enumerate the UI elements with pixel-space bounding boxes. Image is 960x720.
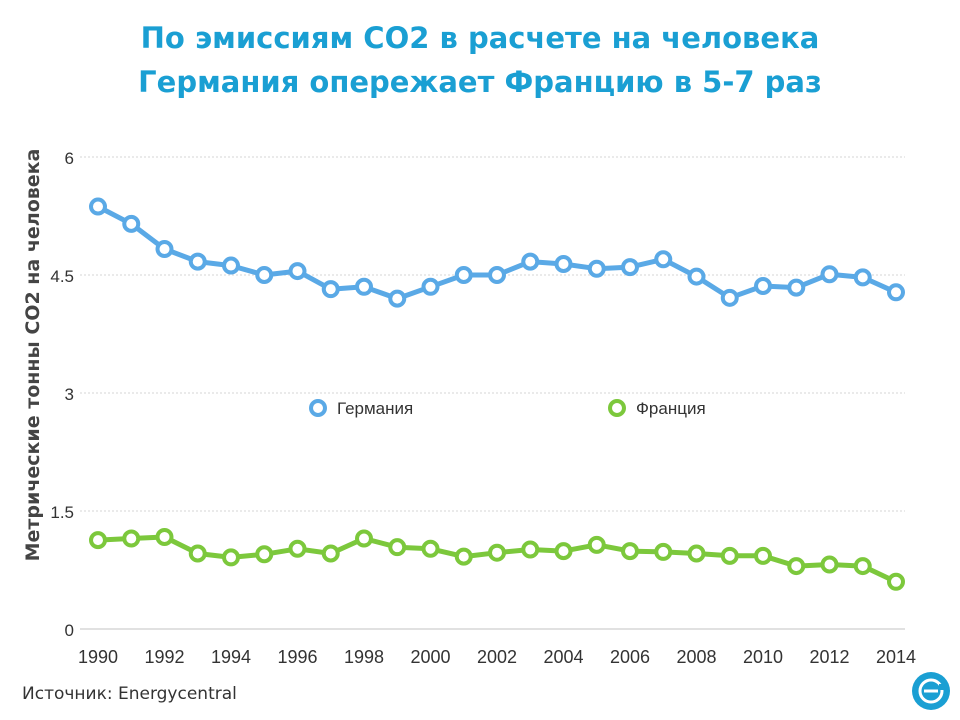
chart-title-line-2: Германия опережает Францию в 5-7 раз: [138, 65, 822, 99]
data-point: [321, 544, 340, 563]
data-point: [587, 259, 606, 278]
data-point: [488, 266, 506, 284]
data-point: [820, 555, 839, 574]
y-tick-label: 1.5: [50, 503, 74, 522]
data-point: [720, 288, 739, 307]
data-point: [554, 254, 573, 273]
y-tick-label: 4.5: [50, 267, 74, 286]
data-point: [521, 252, 540, 271]
data-point: [89, 197, 107, 216]
data-point: [754, 277, 772, 296]
data-point: [687, 267, 706, 286]
data-point: [222, 256, 240, 275]
data-point: [421, 539, 440, 558]
y-axis-label: Метрические тонны CO2 на человека: [22, 148, 44, 562]
x-tick-label: 1996: [277, 647, 317, 667]
legend-label: Германия: [337, 399, 413, 418]
x-tick-label: 2006: [610, 647, 650, 667]
data-point: [321, 280, 340, 299]
x-tick-label: 2008: [676, 647, 716, 667]
data-point: [787, 557, 806, 576]
data-point: [754, 546, 772, 565]
data-point: [255, 266, 274, 284]
data-point: [621, 258, 639, 277]
data-point: [288, 539, 307, 558]
data-point: [222, 548, 240, 567]
data-point: [887, 572, 905, 591]
data-point: [388, 538, 407, 557]
data-point: [853, 557, 872, 576]
data-point: [355, 277, 373, 296]
x-tick-label: 2014: [876, 647, 916, 667]
y-tick-label: 0: [65, 621, 74, 640]
data-point: [853, 268, 872, 287]
data-point: [255, 545, 274, 564]
legend-marker: [608, 399, 626, 417]
data-point: [687, 544, 706, 563]
data-point: [454, 266, 473, 284]
x-tick-label: 2000: [410, 647, 450, 667]
data-point: [720, 546, 739, 565]
data-point: [421, 277, 440, 296]
y-tick-label: 3: [65, 385, 74, 404]
data-point: [488, 543, 506, 562]
legend-marker: [309, 399, 327, 417]
x-tick-label: 1998: [344, 647, 384, 667]
legend-label: Франция: [636, 399, 706, 418]
x-tick-label: 2012: [809, 647, 849, 667]
series-line-1: [95, 204, 899, 302]
x-tick-label: 2010: [743, 647, 783, 667]
data-point: [621, 542, 639, 561]
data-point: [288, 262, 307, 281]
data-point: [820, 265, 839, 284]
data-point: [454, 547, 473, 566]
chart-title-line-1: По эмиссиям CO2 в расчете на человека: [140, 21, 820, 55]
x-tick-label: 1992: [144, 647, 184, 667]
x-tick-label: 2002: [477, 647, 517, 667]
data-point: [587, 535, 606, 554]
x-tick-label: 1990: [78, 647, 118, 667]
data-point: [521, 540, 540, 559]
source-note: Источник: Energycentral: [22, 684, 237, 704]
data-point: [654, 542, 673, 561]
data-point: [188, 544, 207, 563]
data-point: [654, 250, 673, 269]
data-point: [887, 283, 905, 302]
data-point: [155, 240, 174, 259]
data-point: [155, 527, 174, 546]
data-point: [188, 252, 207, 271]
x-tick-label: 2004: [543, 647, 583, 667]
chart-title: По эмиссиям CO2 в расчете на человека Ге…: [0, 16, 960, 104]
x-tick-label: 1994: [211, 647, 251, 667]
data-point: [122, 529, 141, 548]
energy-logo-icon: [912, 672, 950, 710]
y-tick-label: 6: [65, 149, 74, 168]
data-point: [122, 214, 141, 233]
data-point: [89, 531, 107, 550]
data-point: [388, 289, 407, 308]
data-point: [554, 542, 573, 561]
data-point: [787, 278, 806, 297]
data-point: [355, 529, 373, 548]
